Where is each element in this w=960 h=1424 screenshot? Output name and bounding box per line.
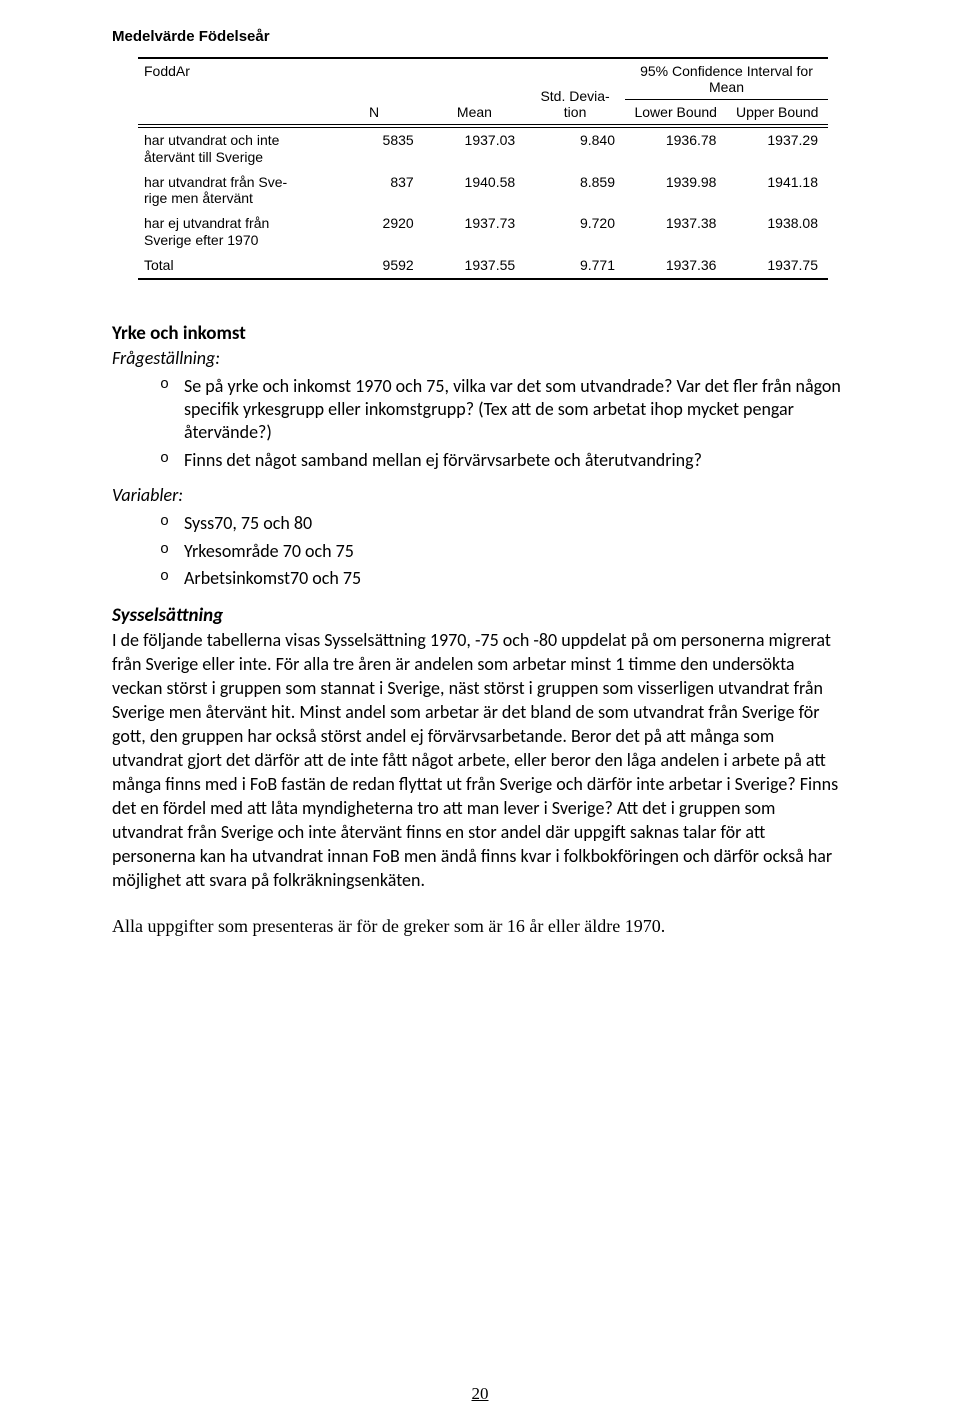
cell-lb: 1937.38 (625, 211, 726, 253)
bullet-text: Arbetsinkomst70 och 75 (184, 567, 361, 589)
subheading-variabler: Variabler: (112, 484, 848, 506)
col-sd-line2: tion (564, 104, 587, 120)
row-label-line1: har ej utvandrat från (144, 215, 269, 231)
cell-sd: 8.859 (525, 170, 625, 212)
paragraph-body-1: I de följande tabellerna visas Sysselsät… (112, 629, 848, 892)
bullet-list-variabler: Syss70, 75 och 80 Yrkesområde 70 och 75 … (112, 512, 848, 590)
cell-sd: 9.840 (525, 128, 625, 170)
col-ci-line1: 95% Confidence Interval for (640, 63, 813, 79)
cell-n: 9592 (324, 253, 423, 279)
bullet-text: Yrkesområde 70 och 75 (184, 540, 354, 562)
cell-mean: 1937.55 (424, 253, 525, 279)
table-corner-label: FoddAr (138, 58, 324, 100)
row-label-line1: har utvandrat och inte (144, 132, 279, 148)
col-ub: Upper Bound (726, 100, 828, 125)
cell-ub: 1941.18 (726, 170, 828, 212)
col-sd-line1: Std. Devia- (540, 88, 609, 104)
row-label-line1: har utvandrat från Sve- (144, 174, 287, 190)
paragraph-body-2: Alla uppgifter som presenteras är för de… (112, 913, 848, 941)
cell-mean: 1937.03 (424, 128, 525, 170)
cell-ub: 1937.75 (726, 253, 828, 279)
row-label: har utvandrat och inte återvänt till Sve… (138, 128, 324, 170)
row-label-line2: Sverige efter 1970 (144, 232, 258, 248)
col-mean: Mean (424, 58, 525, 125)
col-sd: Std. Devia- tion (525, 58, 625, 125)
blank-header (138, 100, 324, 125)
heading-sysselsattning: Sysselsättning (112, 604, 848, 627)
stats-table: FoddAr N Mean Std. Devia- tion 95% Confi… (138, 57, 828, 280)
list-item: Yrkesområde 70 och 75 (160, 540, 848, 563)
table-header-row-1: FoddAr N Mean Std. Devia- tion 95% Confi… (138, 58, 828, 100)
row-label: Total (138, 253, 324, 279)
table-title: Medelvärde Födelseår (112, 28, 848, 45)
table-row: har utvandrat från Sve- rige men återvän… (138, 170, 828, 212)
col-ci-line2: Mean (709, 79, 744, 95)
cell-mean: 1937.73 (424, 211, 525, 253)
cell-n: 2920 (324, 211, 423, 253)
cell-sd: 9.771 (525, 253, 625, 279)
subheading-fragestallning: Frågeställning: (112, 347, 848, 369)
bullet-list-fragestallning: Se på yrke och inkomst 1970 och 75, vilk… (112, 375, 848, 473)
bullet-text: Finns det något samband mellan ej förvär… (184, 449, 702, 471)
cell-lb: 1937.36 (625, 253, 726, 279)
cell-lb: 1936.78 (625, 128, 726, 170)
table-row: har ej utvandrat från Sverige efter 1970… (138, 211, 828, 253)
cell-sd: 9.720 (525, 211, 625, 253)
cell-ub: 1938.08 (726, 211, 828, 253)
heading-yrke: Yrke och inkomst (112, 322, 848, 345)
row-label-line2: återvänt till Sverige (144, 149, 263, 165)
cell-mean: 1940.58 (424, 170, 525, 212)
table-row: Total 9592 1937.55 9.771 1937.36 1937.75 (138, 253, 828, 279)
list-item: Finns det något samband mellan ej förvär… (160, 449, 848, 472)
page-number: 20 (0, 1384, 960, 1404)
row-label: har ej utvandrat från Sverige efter 1970 (138, 211, 324, 253)
cell-n: 5835 (324, 128, 423, 170)
list-item: Arbetsinkomst70 och 75 (160, 567, 848, 590)
col-lb: Lower Bound (625, 100, 726, 125)
list-item: Syss70, 75 och 80 (160, 512, 848, 535)
cell-n: 837 (324, 170, 423, 212)
list-item: Se på yrke och inkomst 1970 och 75, vilk… (160, 375, 848, 445)
col-ci: 95% Confidence Interval for Mean (625, 58, 828, 100)
row-label-line1: Total (144, 257, 174, 273)
bullet-text: Se på yrke och inkomst 1970 och 75, vilk… (184, 375, 841, 444)
table-row: har utvandrat och inte återvänt till Sve… (138, 128, 828, 170)
col-n: N (324, 58, 423, 125)
row-label: har utvandrat från Sve- rige men återvän… (138, 170, 324, 212)
cell-lb: 1939.98 (625, 170, 726, 212)
cell-ub: 1937.29 (726, 128, 828, 170)
bullet-text: Syss70, 75 och 80 (184, 512, 312, 534)
row-label-line2: rige men återvänt (144, 190, 253, 206)
